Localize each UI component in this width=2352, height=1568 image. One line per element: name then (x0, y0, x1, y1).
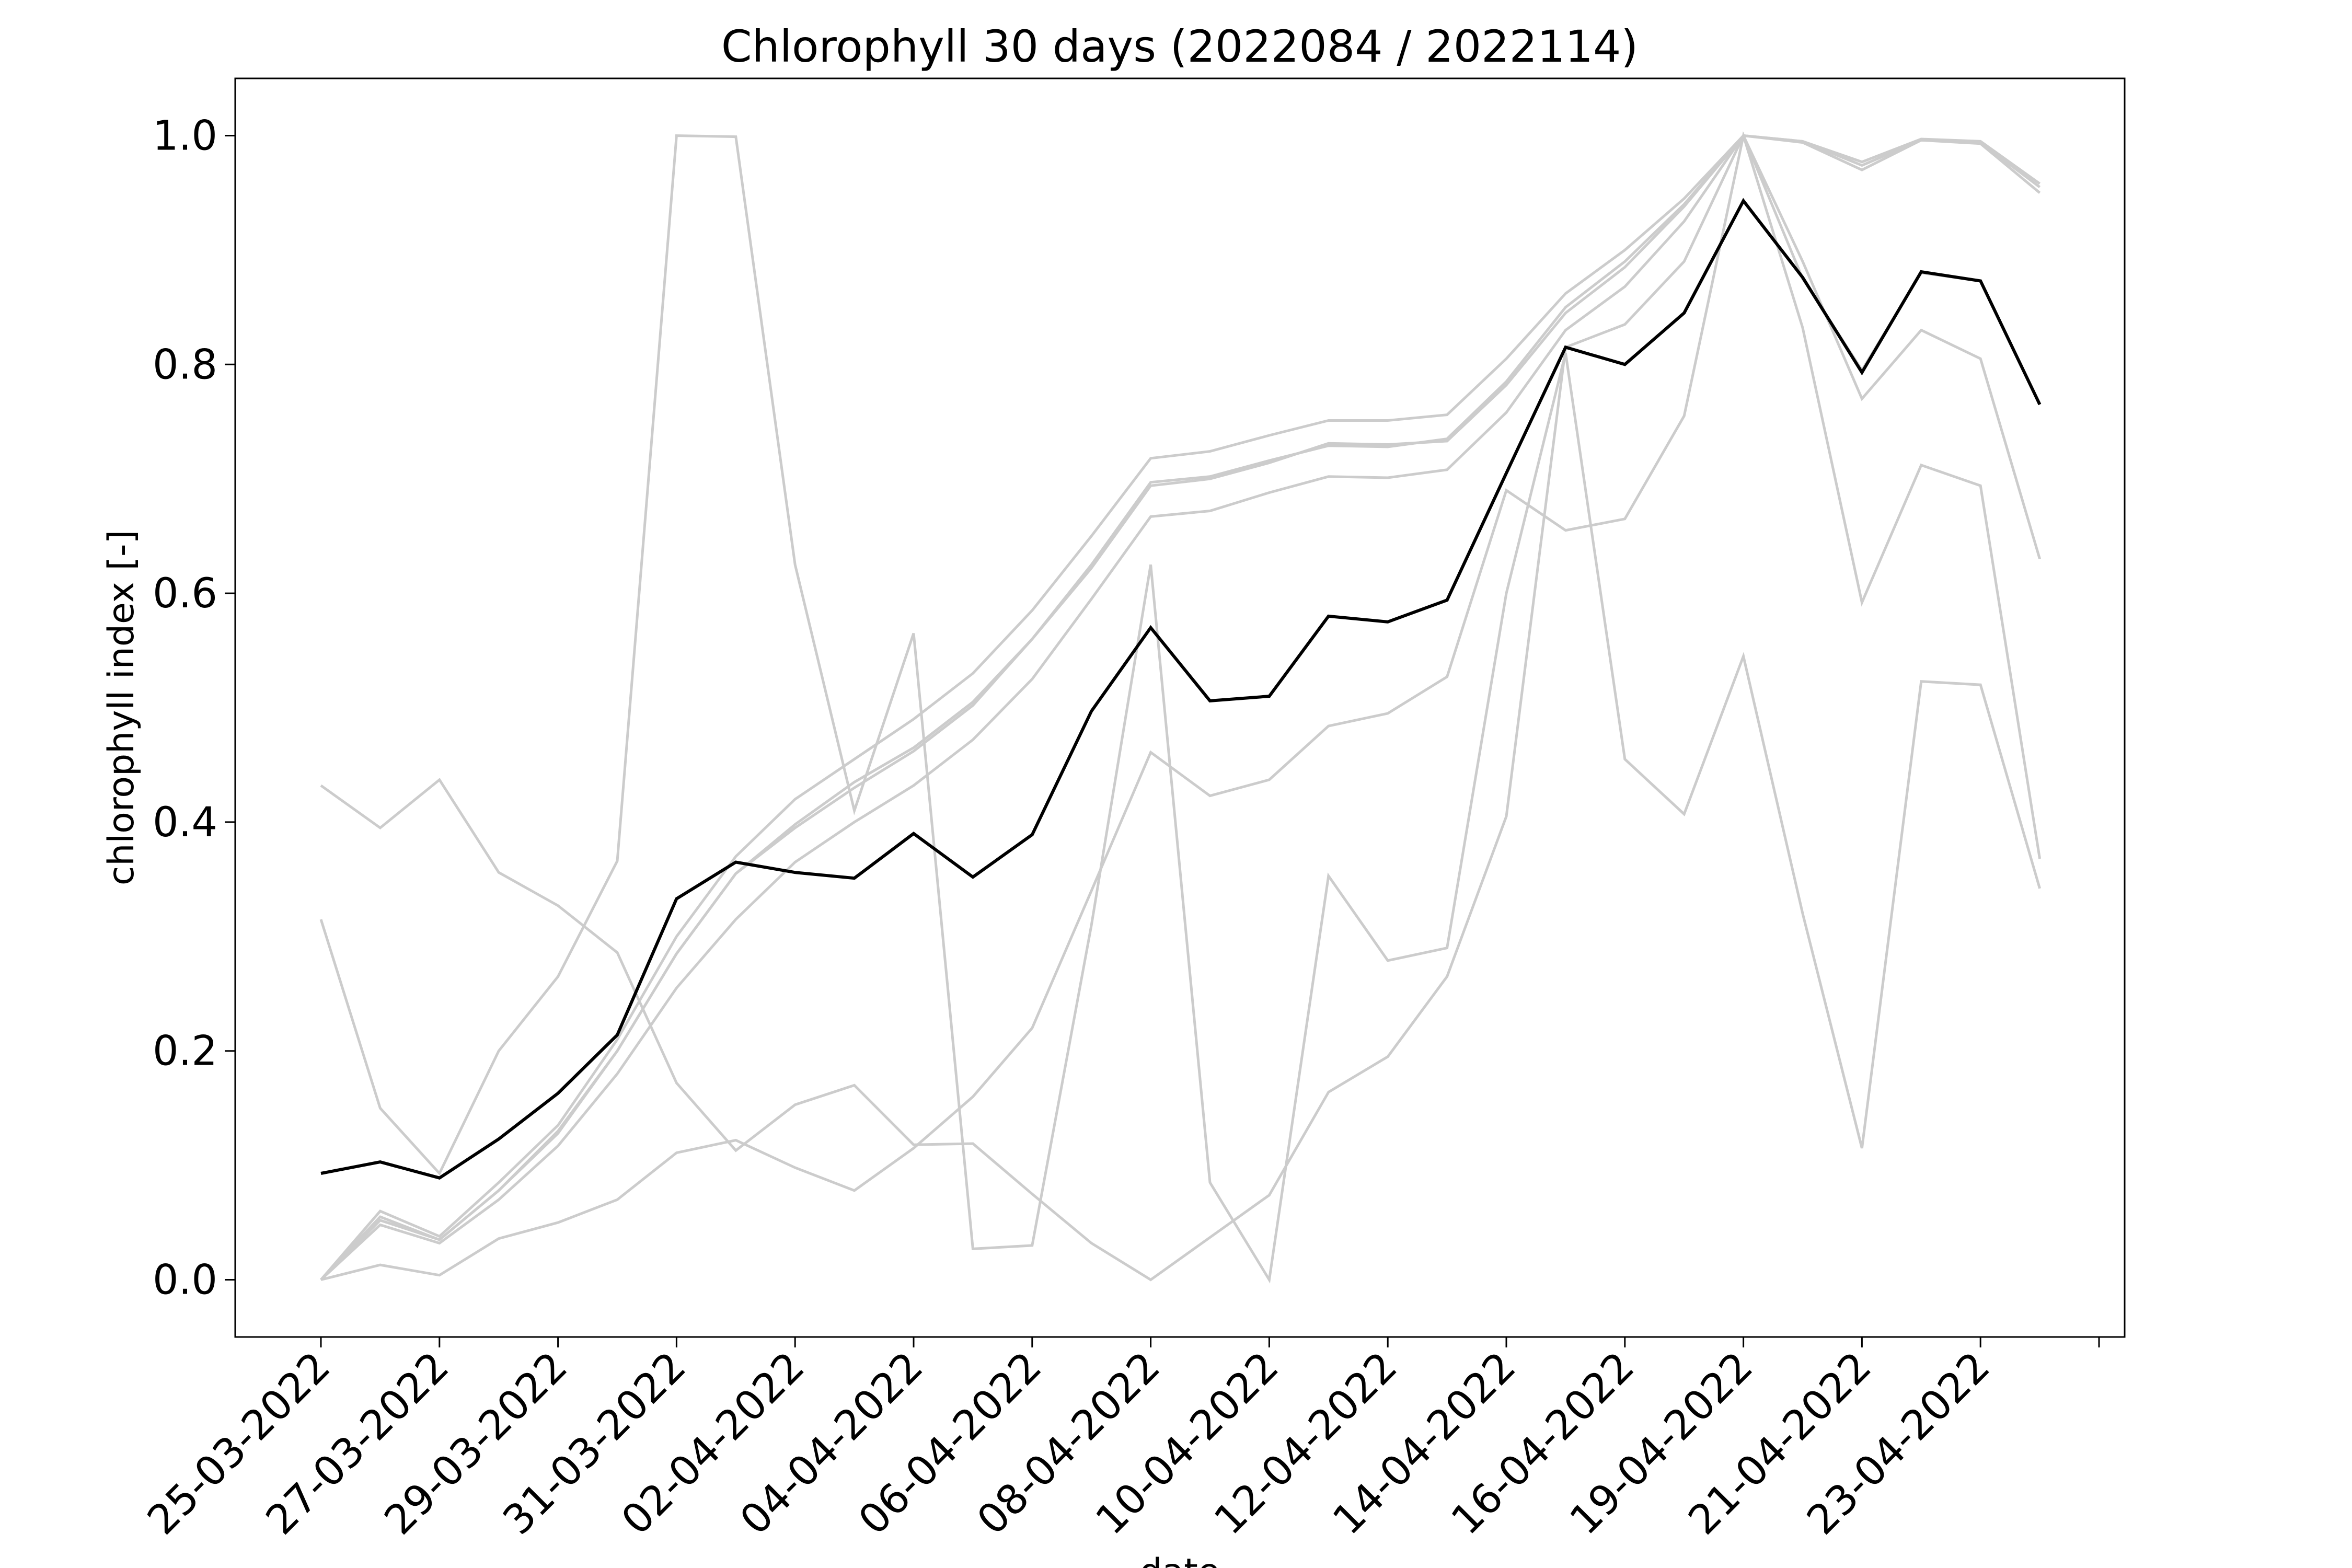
plot-frame (234, 77, 2126, 1338)
y-tick-label: 1.0 (153, 112, 217, 159)
y-tick-label: 0.0 (153, 1257, 217, 1304)
y-tick-label: 0.8 (153, 341, 217, 388)
series-layer (319, 131, 2042, 1284)
chart-title: Chlorophyll 30 days (2022084 / 2022114) (721, 21, 1638, 72)
y-tick-label: 0.2 (153, 1028, 217, 1075)
series-line-3 (320, 134, 2041, 1281)
y-tick-label: 0.4 (153, 799, 217, 846)
series-line-7 (320, 131, 2041, 1281)
series-line-mean (320, 198, 2042, 1180)
y-tick-label: 0.6 (153, 570, 217, 617)
series-line-5 (319, 134, 2042, 1284)
x-axis-label: date (1139, 1551, 1219, 1568)
y-axis-label: chlorophyll index [-] (101, 530, 142, 885)
series-line-6 (320, 132, 2042, 1282)
y-axis: 0.0 0.2 0.4 0.6 0.8 1.0 (153, 112, 235, 1304)
